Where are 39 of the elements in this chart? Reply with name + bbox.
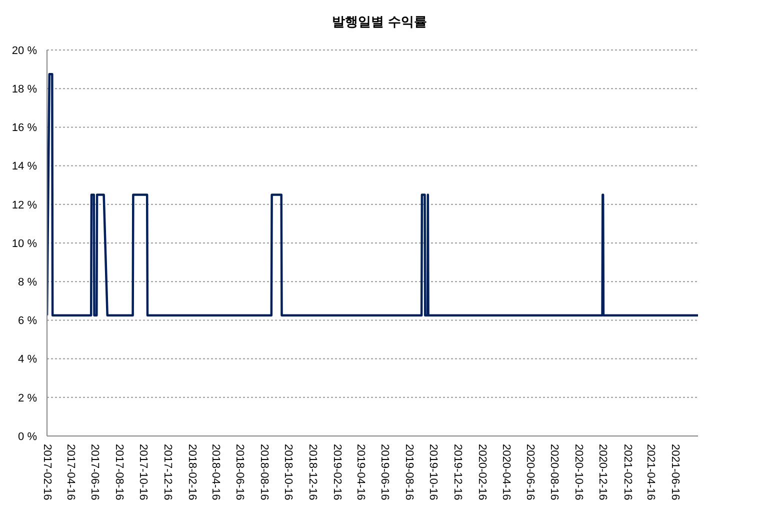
x-tick-label: 2018-10-16 bbox=[282, 444, 294, 500]
x-tick-label: 2019-12-16 bbox=[451, 444, 464, 500]
x-tick-label: 2017-12-16 bbox=[161, 444, 174, 500]
x-tick-label: 2020-08-16 bbox=[548, 444, 560, 500]
y-tick-label: 2 % bbox=[18, 392, 38, 404]
x-tick-label: 2020-06-16 bbox=[524, 444, 536, 500]
y-tick-label: 14 % bbox=[12, 160, 38, 173]
x-tick-label: 2018-12-16 bbox=[306, 444, 318, 500]
x-tick-label: 2017-08-16 bbox=[112, 444, 125, 500]
x-tick-label: 2021-04-16 bbox=[644, 444, 657, 500]
y-tick-label: 8 % bbox=[18, 276, 38, 289]
x-tick-label: 2018-02-16 bbox=[186, 444, 198, 500]
x-tick-label: 2017-06-16 bbox=[88, 444, 101, 500]
x-tick-label: 2019-04-16 bbox=[354, 444, 366, 500]
chart-title: 발행일별 수익률 bbox=[331, 13, 428, 31]
y-tick-label: 6 % bbox=[18, 315, 38, 328]
y-tick-label: 0 % bbox=[18, 430, 38, 443]
x-tick-label: 2018-04-16 bbox=[209, 444, 222, 500]
x-tick-label: 2019-02-16 bbox=[330, 444, 343, 500]
x-tick-label: 2021-06-16 bbox=[668, 444, 681, 500]
x-tick-label: 2021-02-16 bbox=[621, 444, 634, 500]
x-tick-label: 2020-10-16 bbox=[572, 444, 584, 500]
x-tick-label: 2020-04-16 bbox=[500, 444, 512, 500]
y-tick-label: 12 % bbox=[12, 199, 38, 212]
y-tick-label: 4 % bbox=[18, 354, 38, 366]
x-tick-label: 2019-06-16 bbox=[378, 444, 391, 500]
x-tick-label: 2017-04-16 bbox=[64, 444, 76, 500]
x-tick-label: 2020-12-16 bbox=[596, 444, 609, 500]
x-tick-label: 2020-02-16 bbox=[476, 444, 488, 500]
y-tick-label: 16 % bbox=[12, 122, 38, 134]
y-tick-label: 10 % bbox=[12, 238, 38, 250]
y-tick-label: 20 % bbox=[12, 44, 38, 57]
x-tick-label: 2018-08-16 bbox=[258, 444, 270, 500]
x-tick-label: 2019-08-16 bbox=[402, 444, 415, 500]
x-tick-label: 2019-10-16 bbox=[427, 444, 440, 500]
x-tick-label: 2017-02-16 bbox=[41, 444, 53, 500]
x-tick-label: 2018-06-16 bbox=[234, 444, 246, 500]
x-tick-label: 2017-10-16 bbox=[137, 444, 150, 500]
y-tick-label: 18 % bbox=[12, 84, 38, 96]
